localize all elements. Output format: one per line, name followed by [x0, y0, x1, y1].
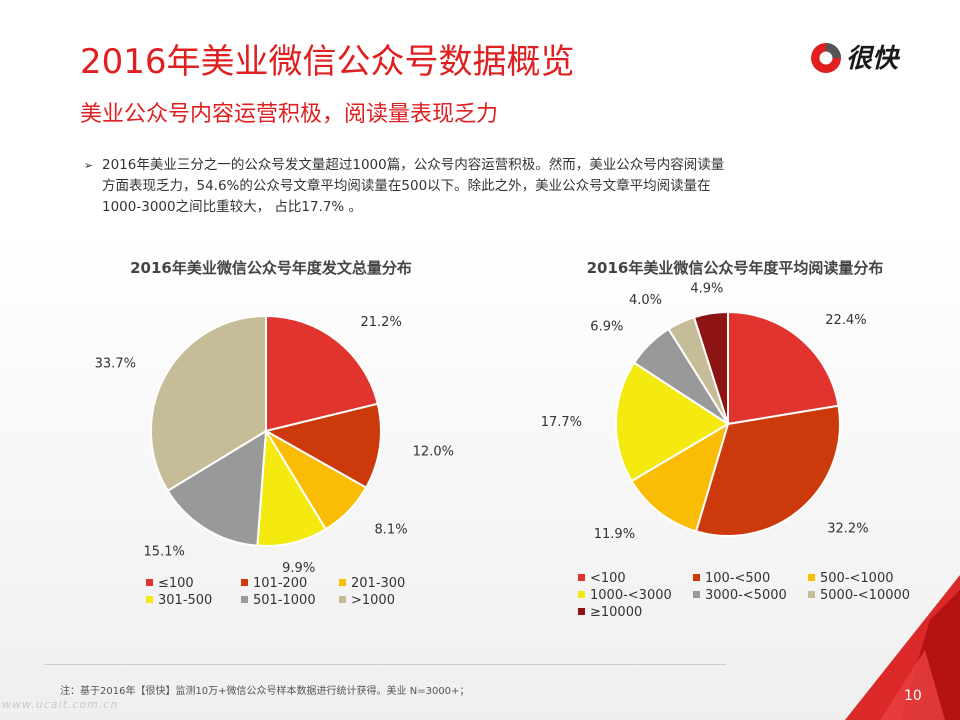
data-label-post-volume-2: 8.1%: [375, 522, 408, 537]
legend-label: 501-1000: [253, 593, 316, 608]
pie-slice-read-volume-1: [694, 404, 841, 537]
legend-label: ≥10000: [590, 605, 643, 620]
legend-item-post-volume-0: ≤100: [146, 576, 194, 591]
pie-slice-read-volume-2: [630, 421, 730, 533]
pie-slice-read-volume-6: [692, 310, 729, 425]
legend-item-read-volume-5: 5000-<10000: [808, 588, 910, 603]
data-label-read-volume-0: 22.4%: [825, 313, 866, 328]
pie-slice-post-volume-0: [265, 314, 379, 433]
legend-swatch: [808, 574, 815, 581]
legend-swatch: [808, 591, 815, 598]
red-circle-logo-icon: [811, 43, 841, 73]
legend-label: 100-<500: [705, 571, 771, 586]
summary-bullet: ➢ 2016年美业三分之一的公众号发文量超过1000篇，公众号内容运营积极。然而…: [84, 155, 726, 218]
pie-slice-read-volume-3: [615, 361, 730, 483]
legend-swatch: [693, 574, 700, 581]
legend-swatch: [693, 591, 700, 598]
footnote-divider: [44, 664, 726, 665]
data-label-read-volume-6: 4.9%: [690, 282, 723, 297]
data-label-post-volume-1: 12.0%: [413, 444, 454, 459]
legend-swatch: [578, 574, 585, 581]
arrow-bullet-icon: ➢: [84, 159, 94, 172]
legend-label: >1000: [351, 593, 395, 608]
legend-swatch: [339, 596, 346, 603]
legend-label: <100: [590, 571, 626, 586]
page-number: 10: [904, 688, 922, 704]
legend-swatch: [241, 596, 248, 603]
data-label-read-volume-3: 17.7%: [541, 415, 582, 430]
legend-item-post-volume-3: 301-500: [146, 593, 212, 608]
pie-slice-post-volume-3: [256, 427, 328, 547]
pie-slice-post-volume-5: [150, 314, 267, 493]
data-label-post-volume-0: 21.2%: [361, 315, 402, 330]
data-label-post-volume-3: 9.9%: [282, 561, 315, 576]
legend-swatch: [339, 579, 346, 586]
legend-item-post-volume-4: 501-1000: [241, 593, 316, 608]
pie-slice-post-volume-1: [263, 402, 382, 490]
legend-label: 500-<1000: [820, 571, 894, 586]
legend-item-post-volume-2: 201-300: [339, 576, 405, 591]
legend-item-read-volume-6: ≥10000: [578, 605, 642, 620]
legend-label: 101-200: [253, 576, 308, 591]
legend-label: 3000-<5000: [705, 588, 787, 603]
legend-label: 1000-<3000: [590, 588, 672, 603]
footnote: 注：基于2016年【很快】监测10万+微信公众号样本数据进行统计获得。美业 N=…: [60, 686, 470, 697]
legend-swatch: [146, 596, 153, 603]
pie-slice-post-volume-4: [166, 429, 268, 547]
page-subtitle: 美业公众号内容运营积极，阅读量表现乏力: [80, 102, 499, 127]
pie-slice-read-volume-0: [727, 310, 840, 426]
brand-logo: 很快: [808, 36, 934, 80]
legend-swatch: [578, 591, 585, 598]
legend-label: ≤100: [158, 576, 194, 591]
data-label-read-volume-5: 4.0%: [629, 293, 662, 308]
chart-title-read-volume: 2016年美业微信公众号年度平均阅读量分布: [586, 259, 884, 277]
logo-text: 很快: [846, 44, 899, 74]
data-label-post-volume-5: 33.7%: [95, 356, 136, 371]
summary-text: 2016年美业三分之一的公众号发文量超过1000篇，公众号内容运营积极。然而，美…: [102, 157, 725, 215]
legend-item-post-volume-1: 101-200: [241, 576, 307, 591]
legend-swatch: [578, 608, 585, 615]
data-label-read-volume-2: 11.9%: [594, 527, 635, 542]
legend-item-read-volume-2: 500-<1000: [808, 571, 893, 586]
chart-title-post-volume: 2016年美业微信公众号年度发文总量分布: [130, 259, 412, 277]
legend-item-post-volume-5: >1000: [339, 593, 395, 608]
legend-label: 201-300: [351, 576, 406, 591]
legend-item-read-volume-3: 1000-<3000: [578, 588, 672, 603]
data-label-read-volume-1: 32.2%: [827, 522, 868, 537]
legend-item-read-volume-0: <100: [578, 571, 626, 586]
legend-swatch: [146, 579, 153, 586]
legend-swatch: [241, 579, 248, 586]
data-label-post-volume-4: 15.1%: [144, 544, 185, 559]
data-label-read-volume-4: 6.9%: [590, 320, 623, 335]
page-title: 2016年美业微信公众号数据概览: [80, 42, 575, 82]
legend-label: 301-500: [158, 593, 213, 608]
legend-item-read-volume-4: 3000-<5000: [693, 588, 787, 603]
legend-item-read-volume-1: 100-<500: [693, 571, 770, 586]
legend-label: 5000-<10000: [820, 588, 911, 603]
watermark: www.ucait.com.cn: [2, 698, 119, 711]
